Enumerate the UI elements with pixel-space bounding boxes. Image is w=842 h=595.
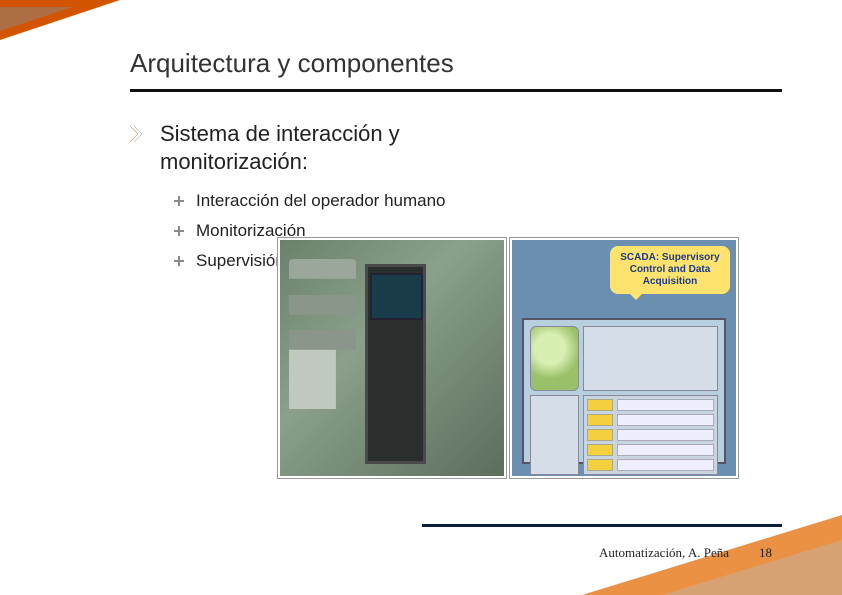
figure-scada-screenshot: SCADA: Supervisory Control and Data Acqu… xyxy=(510,238,738,478)
corner-accent-top xyxy=(0,0,120,40)
scada-tank-icon xyxy=(530,326,579,391)
sub-item-text: Interacción del operador humano xyxy=(196,191,446,211)
scada-panel xyxy=(522,318,726,464)
cross-bullet-icon xyxy=(174,196,184,206)
scada-section xyxy=(583,326,718,391)
page-number: 18 xyxy=(759,545,772,561)
cross-bullet-icon xyxy=(174,256,184,266)
main-heading-text: Sistema de interacción y monitorización: xyxy=(160,120,470,175)
figure-plant-photo xyxy=(278,238,506,478)
footer-author: Automatización, A. Peña xyxy=(599,545,729,561)
main-bullet: Sistema de interacción y monitorización: xyxy=(130,120,470,175)
scada-rows xyxy=(583,395,718,475)
arrow-bullet-icon xyxy=(130,126,146,142)
sub-item-text: Supervisión xyxy=(196,251,285,271)
cross-bullet-icon xyxy=(174,226,184,236)
plant-pipes-detail xyxy=(289,259,356,457)
sub-item: Interacción del operador humano xyxy=(174,191,782,211)
slide-footer: Automatización, A. Peña 18 xyxy=(599,545,772,561)
scada-section xyxy=(530,395,579,475)
scada-callout: SCADA: Supervisory Control and Data Acqu… xyxy=(610,246,730,294)
slide-title: Arquitectura y componentes xyxy=(130,48,782,92)
figure-composite: SCADA: Supervisory Control and Data Acqu… xyxy=(278,238,738,478)
